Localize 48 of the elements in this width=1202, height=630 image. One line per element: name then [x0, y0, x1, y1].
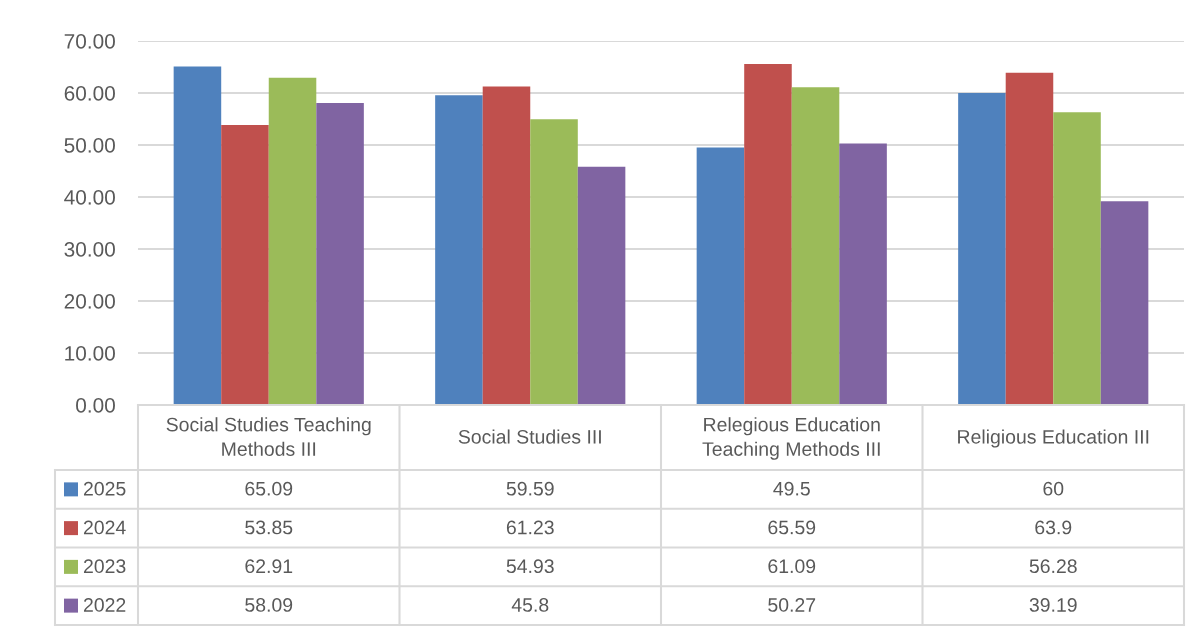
- y-tick-label: 20.00: [64, 294, 115, 309]
- legend-label: 2023: [83, 559, 126, 574]
- bar: [696, 147, 745, 405]
- x-tick-label: Social Studies Teaching Methods III: [166, 417, 371, 456]
- data-label: 61.23: [506, 520, 554, 535]
- data-label: 59.59: [506, 481, 554, 496]
- legend-label: 2025: [83, 481, 126, 496]
- data-label: 65.09: [245, 481, 293, 496]
- x-tick-label: Relegious Education Teaching Methods III: [702, 417, 880, 460]
- data-label: 54.93: [506, 559, 554, 574]
- data-label: 56.28: [1029, 559, 1077, 574]
- y-tick-label: 0.00: [76, 398, 115, 413]
- bar: [791, 87, 840, 405]
- legend-label: 2022: [83, 598, 126, 612]
- bar: [577, 166, 626, 405]
- bar: [530, 119, 578, 405]
- bar: [1100, 201, 1149, 405]
- legend-label: 2024: [83, 520, 126, 535]
- bar: [1005, 72, 1054, 405]
- bar: [173, 66, 222, 405]
- data-label: 63.9: [1035, 520, 1072, 535]
- y-tick-label: 60.00: [64, 86, 115, 101]
- data-label: 58.09: [245, 598, 293, 612]
- y-tick-label: 40.00: [64, 190, 115, 205]
- bar: [839, 143, 887, 405]
- data-label: 50.27: [768, 598, 816, 612]
- y-tick-label: 30.00: [64, 242, 115, 257]
- y-tick-label: 10.00: [65, 346, 115, 361]
- bar: [744, 63, 792, 405]
- bar: [1053, 112, 1101, 405]
- data-label: 61.09: [768, 559, 816, 574]
- data-label: 49.5: [773, 481, 810, 496]
- data-label: 39.19: [1029, 598, 1077, 612]
- bar: [435, 95, 483, 405]
- data-label: 45.8: [511, 598, 549, 612]
- bar: [268, 77, 317, 405]
- bar: [482, 86, 531, 405]
- data-label: 62.91: [245, 559, 293, 574]
- x-tick-label: Social Studies III: [458, 429, 601, 444]
- data-label: 53.85: [245, 520, 293, 535]
- y-tick-label: 70.00: [64, 34, 115, 49]
- data-label: 65.59: [768, 520, 816, 535]
- bar: [221, 124, 269, 405]
- y-tick-label: 50.00: [64, 138, 115, 153]
- x-tick-label: Religious Education III: [958, 429, 1149, 448]
- bar: [316, 102, 364, 405]
- data-label: 60: [1043, 481, 1064, 496]
- bar: [958, 93, 1006, 405]
